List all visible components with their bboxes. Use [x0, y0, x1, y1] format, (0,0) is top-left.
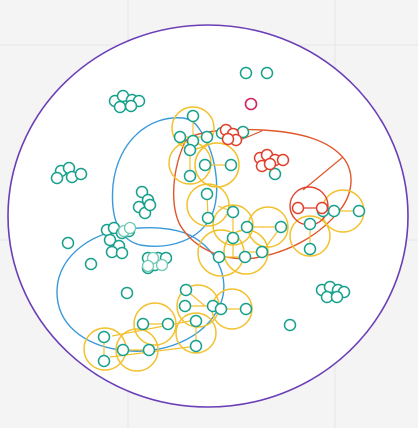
teal-node [143, 198, 157, 212]
teal-node [239, 302, 253, 316]
teal-node [161, 317, 175, 331]
teal-node [283, 318, 297, 332]
teal-node [327, 204, 341, 218]
teal-node [303, 217, 317, 231]
teal-node [274, 220, 288, 234]
teal-node [186, 109, 200, 123]
teal-node [178, 299, 192, 313]
teal-node [103, 233, 117, 247]
teal-node [155, 258, 169, 272]
teal-node [142, 343, 156, 357]
teal-node [113, 100, 127, 114]
teal-node [260, 66, 274, 80]
teal-node [214, 302, 228, 316]
teal-node [116, 343, 130, 357]
red-region-edge [302, 156, 344, 191]
teal-node [224, 158, 238, 172]
teal-node [179, 283, 193, 297]
cluster-edge [111, 319, 196, 337]
teal-node [183, 143, 197, 157]
teal-node [61, 236, 75, 250]
teal-node [352, 204, 366, 218]
teal-node [189, 314, 203, 328]
teal-node [123, 221, 137, 235]
teal-node [201, 211, 215, 225]
teal-node [212, 250, 226, 264]
teal-node [97, 330, 111, 344]
teal-node [84, 257, 98, 271]
magenta-node [244, 97, 258, 111]
teal-node [303, 242, 317, 256]
teal-node [115, 246, 129, 260]
teal-node [183, 169, 197, 183]
teal-node [200, 130, 214, 144]
teal-node [238, 250, 252, 264]
teal-node [268, 167, 282, 181]
blue-region [111, 117, 218, 247]
yellow-cluster [289, 215, 331, 257]
nodes-layer [50, 66, 366, 368]
teal-node [120, 286, 134, 300]
teal-node [50, 171, 64, 185]
teal-node [173, 130, 187, 144]
red-node [315, 201, 329, 215]
teal-node [198, 158, 212, 172]
teal-node [189, 339, 203, 353]
yellow-cluster [175, 312, 217, 354]
red-node [221, 132, 235, 146]
teal-node [124, 99, 138, 113]
teal-node [226, 205, 240, 219]
teal-node [136, 317, 150, 331]
teal-node [240, 220, 254, 234]
teal-node [97, 354, 111, 368]
teal-node [330, 290, 344, 304]
teal-node [141, 259, 155, 273]
yellow-cluster [194, 142, 240, 188]
red-node [276, 153, 290, 167]
teal-node [255, 245, 269, 259]
red-region-edge [239, 130, 263, 141]
yellow-cluster [115, 328, 159, 372]
red-node [291, 201, 305, 215]
teal-node [239, 66, 253, 80]
cluster-edge [217, 205, 229, 211]
red-node [263, 157, 277, 171]
teal-node [74, 167, 88, 181]
teal-node [200, 187, 214, 201]
teal-node [226, 231, 240, 245]
